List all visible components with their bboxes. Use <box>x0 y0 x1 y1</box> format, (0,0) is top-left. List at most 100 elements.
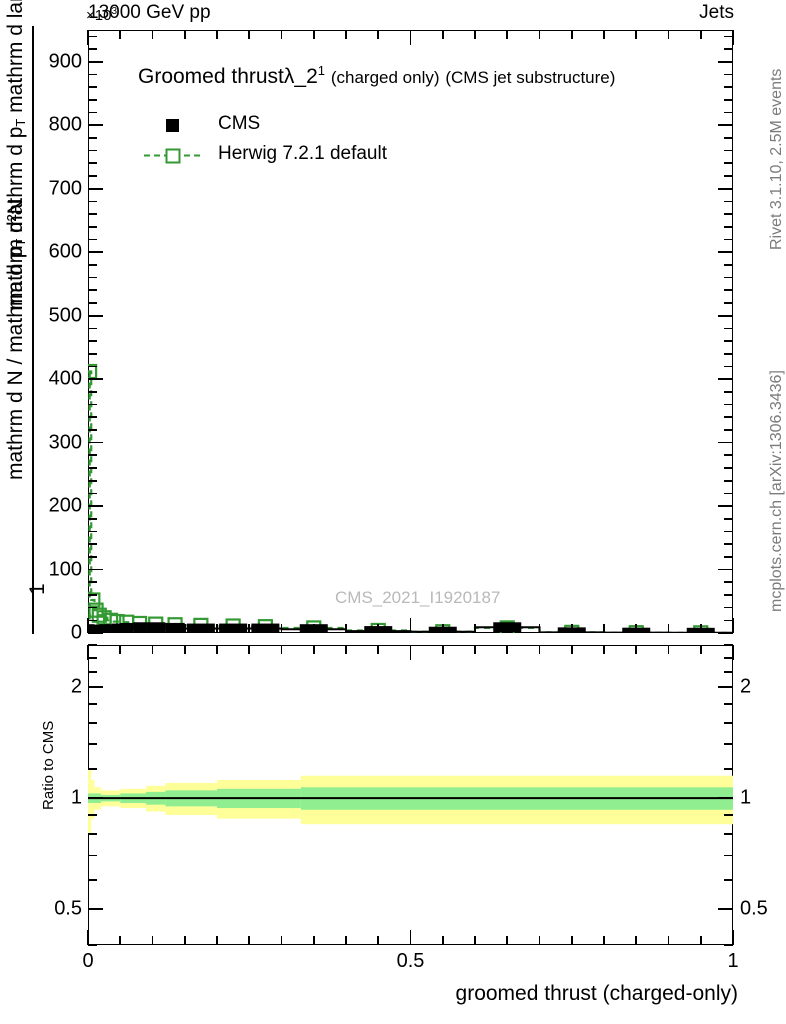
axis-tick <box>280 645 283 654</box>
axis-tick <box>724 149 733 152</box>
axis-tick <box>88 879 97 881</box>
axis-tick <box>88 722 97 724</box>
axis-tick <box>724 48 733 50</box>
axis-tick <box>718 797 733 800</box>
axis-tick <box>312 624 315 633</box>
cms-data-point <box>186 623 215 633</box>
axis-tick <box>88 391 97 393</box>
axis-tick <box>88 517 97 520</box>
axis-tick <box>724 289 733 292</box>
axis-tick <box>248 624 251 633</box>
axis-tick <box>724 73 733 76</box>
axis-tick <box>88 429 97 431</box>
x-tick-label: 0 <box>82 950 94 972</box>
axis-tick <box>570 30 573 39</box>
herwig-data-point <box>88 592 101 608</box>
axis-tick <box>441 645 444 654</box>
main-y-tick-labels: 0 100 200 300 400 500 600 700 800 900 <box>0 0 82 1024</box>
axis-tick <box>119 936 122 945</box>
axis-tick <box>88 35 97 38</box>
axis-tick <box>724 556 733 558</box>
axis-tick <box>88 454 97 457</box>
main-y-tick-label: 500 <box>48 304 82 327</box>
axis-tick <box>724 944 733 946</box>
axis-tick <box>248 936 251 945</box>
axis-tick <box>88 833 97 835</box>
axis-tick <box>732 930 734 945</box>
axis-tick <box>718 908 733 911</box>
y-axis-exponent: ×103 <box>86 6 117 24</box>
axis-tick <box>151 936 154 945</box>
axis-tick <box>345 624 347 633</box>
axis-tick <box>183 30 186 39</box>
axis-tick <box>312 936 315 945</box>
axis-tick <box>724 391 733 393</box>
axis-tick <box>183 936 186 945</box>
axis-tick <box>718 60 733 63</box>
axis-tick <box>724 111 733 114</box>
axis-tick <box>724 35 733 38</box>
axis-tick <box>248 30 251 39</box>
axis-tick <box>506 645 509 654</box>
axis-tick <box>88 99 97 101</box>
axis-tick <box>718 314 733 317</box>
axis-tick <box>667 624 670 633</box>
legend-label-cms: CMS <box>218 113 261 134</box>
main-y-tick-label: 300 <box>48 431 82 454</box>
axis-tick <box>88 606 97 609</box>
axis-tick <box>88 543 97 546</box>
axis-tick <box>724 213 733 215</box>
axis-tick <box>718 568 733 571</box>
plot-title-main: Groomed thrust <box>138 65 284 88</box>
axis-tick <box>88 581 97 584</box>
axis-tick <box>88 276 97 279</box>
main-y-tick-label: 400 <box>48 367 82 390</box>
axis-tick <box>603 30 605 39</box>
plot-title-sub2: (CMS jet substructure) <box>445 68 616 87</box>
main-y-tick-label: 100 <box>48 558 82 581</box>
axis-tick <box>724 238 733 241</box>
axis-tick <box>88 200 97 203</box>
axis-tick <box>409 930 412 945</box>
beam-energy-label: 13000 GeV pp <box>88 2 211 23</box>
axis-tick <box>87 930 89 945</box>
axis-tick <box>88 743 97 746</box>
axis-tick <box>88 854 97 857</box>
axis-tick <box>474 645 476 654</box>
axis-tick <box>88 352 97 355</box>
axis-tick <box>724 86 733 88</box>
axis-tick <box>88 479 97 482</box>
axis-tick <box>88 86 97 88</box>
axis-tick <box>724 276 733 279</box>
axis-tick <box>88 124 103 127</box>
plot-title-symbol-sup: 1 <box>317 63 325 78</box>
axis-tick <box>88 467 97 469</box>
axis-tick <box>724 594 733 596</box>
axis-tick <box>88 441 103 444</box>
axis-tick <box>570 645 573 654</box>
axis-tick <box>724 530 733 533</box>
axis-tick <box>724 479 733 482</box>
axis-tick <box>88 814 97 816</box>
axis-tick <box>474 30 476 39</box>
axis-tick <box>88 378 103 380</box>
axis-tick <box>88 492 97 495</box>
axis-tick <box>88 403 97 406</box>
ratio-y-tick-label: 0.5 <box>54 897 82 920</box>
axis-tick <box>88 797 103 800</box>
axis-tick <box>724 517 733 520</box>
axis-tick <box>699 936 702 945</box>
axis-tick <box>183 645 186 654</box>
axis-tick <box>635 645 638 654</box>
cms-data-point <box>133 622 147 633</box>
axis-tick <box>216 645 218 654</box>
ratio-plot-data <box>88 645 733 945</box>
axis-tick <box>87 618 89 633</box>
axis-tick <box>88 302 97 304</box>
axis-tick <box>88 416 97 419</box>
axis-tick <box>506 624 509 633</box>
axis-tick <box>635 30 638 39</box>
axis-tick <box>88 314 103 317</box>
axis-tick <box>724 657 733 659</box>
axis-tick <box>724 429 733 431</box>
